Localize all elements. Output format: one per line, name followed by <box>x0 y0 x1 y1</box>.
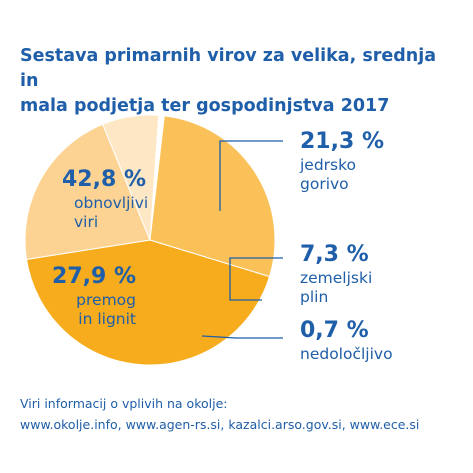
leader-line-nedolo-ljivo <box>201 335 283 339</box>
slice-value-label: 42,8 % <box>62 167 146 192</box>
slice-value-label: 0,7 % <box>300 318 369 343</box>
leader-lines <box>201 140 283 339</box>
slice-category-label: obnovljivi <box>74 194 148 212</box>
slice-category-label: gorivo <box>300 175 349 193</box>
chart-title: Sestava primarnih virov za velika, sredn… <box>20 44 460 119</box>
chart-title-line-2: mala podjetja ter gospodinjstva 2017 <box>20 96 390 116</box>
slice-category-label: jedrsko <box>299 156 356 174</box>
pie-slice-obnovljivi-viri <box>25 239 271 366</box>
slice-category-label: plin <box>300 288 328 306</box>
pie-slice-premog-in-lignit <box>149 115 276 278</box>
slice-category-label: premog <box>76 291 136 309</box>
chart-title-line-1: Sestava primarnih virov za velika, sredn… <box>20 46 437 91</box>
pie-slice-jedrsko-gorivo <box>24 123 151 260</box>
pie-slices <box>24 114 276 366</box>
slice-value-label: 7,3 % <box>300 242 369 267</box>
slice-category-label: viri <box>74 213 98 231</box>
source-line-1: Viri informacij o vplivih na okolje: <box>20 396 228 411</box>
slice-value-label: 21,3 % <box>300 129 384 154</box>
slice-value-label: 27,9 % <box>52 264 136 289</box>
leader-line-jedrsko-gorivo <box>219 140 283 211</box>
leader-line-zemeljski-plin <box>229 257 283 301</box>
slice-category-label: zemeljski <box>300 269 372 287</box>
slice-category-label: nedoločljivo <box>300 345 393 363</box>
slice-category-label: in lignit <box>78 310 136 328</box>
source-line-2: www.okolje.info, www.agen-rs.si, kazalci… <box>20 417 420 432</box>
source-note: Viri informacij o vplivih na okolje: www… <box>20 393 470 435</box>
